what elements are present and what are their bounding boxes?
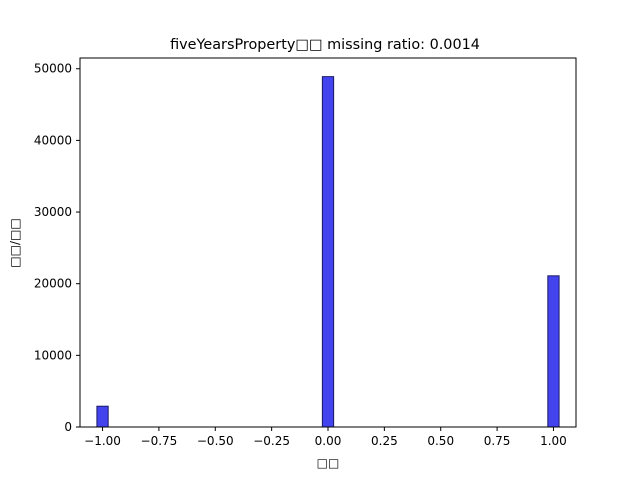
x-axis-label: □□ [317, 456, 340, 470]
x-tick-label: 0.75 [484, 434, 511, 448]
histogram-bar [96, 405, 109, 428]
y-tick-label: 20000 [34, 277, 72, 291]
chart-title: fiveYearsProperty□□ missing ratio: 0.001… [170, 37, 480, 53]
plot-frame [79, 57, 577, 428]
x-tick-label: 0.00 [315, 434, 342, 448]
y-tick-label: 10000 [34, 348, 72, 362]
y-axis-ticks: 0 10000 20000 30000 40000 50000 [34, 62, 80, 434]
y-tick-label: 50000 [34, 62, 72, 76]
x-axis-ticks: −1.00 −0.75 −0.50 −0.25 0.00 0.25 0.50 0.75 1.00 [84, 427, 567, 448]
y-tick-label: 0 [64, 420, 72, 434]
x-tick-label: −0.25 [253, 434, 290, 448]
bar-group [96, 76, 560, 428]
x-tick-label: 0.50 [427, 434, 454, 448]
x-tick-label: 1.00 [540, 434, 567, 448]
x-tick-label: −0.50 [197, 434, 234, 448]
histogram-bar [321, 76, 335, 428]
x-tick-label: 0.25 [371, 434, 398, 448]
y-tick-label: 30000 [34, 205, 72, 219]
histogram-bar [547, 275, 560, 428]
y-tick-label: 40000 [34, 133, 72, 147]
x-tick-label: −1.00 [84, 434, 121, 448]
x-tick-label: −0.75 [141, 434, 178, 448]
y-axis-label: □□/□□ [8, 218, 22, 267]
